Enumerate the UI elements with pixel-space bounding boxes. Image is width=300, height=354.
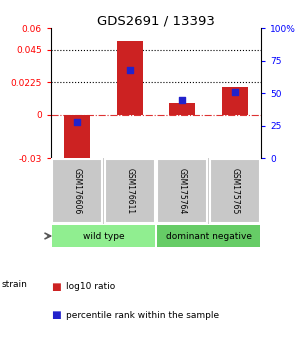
Title: GDS2691 / 13393: GDS2691 / 13393 bbox=[97, 14, 215, 27]
Point bbox=[232, 89, 237, 95]
Text: wild type: wild type bbox=[83, 232, 124, 240]
FancyBboxPatch shape bbox=[105, 159, 155, 223]
Text: GSM175765: GSM175765 bbox=[230, 168, 239, 215]
Text: log10 ratio: log10 ratio bbox=[66, 282, 115, 291]
FancyBboxPatch shape bbox=[157, 159, 208, 223]
Text: dominant negative: dominant negative bbox=[166, 232, 251, 240]
Text: ■: ■ bbox=[51, 282, 61, 292]
FancyBboxPatch shape bbox=[157, 225, 260, 247]
Bar bbox=[117, 41, 143, 115]
Text: GSM175764: GSM175764 bbox=[178, 168, 187, 215]
Point bbox=[128, 67, 132, 73]
Bar bbox=[222, 87, 248, 115]
Text: GSM176611: GSM176611 bbox=[125, 168, 134, 214]
Text: percentile rank within the sample: percentile rank within the sample bbox=[66, 310, 219, 320]
Text: GSM176606: GSM176606 bbox=[73, 168, 82, 215]
FancyBboxPatch shape bbox=[52, 225, 155, 247]
Text: strain: strain bbox=[2, 280, 27, 290]
FancyBboxPatch shape bbox=[210, 159, 260, 223]
Point bbox=[180, 97, 185, 103]
Bar bbox=[64, 115, 90, 162]
Point bbox=[75, 119, 80, 125]
Bar bbox=[169, 103, 195, 115]
Text: ■: ■ bbox=[51, 310, 61, 320]
FancyBboxPatch shape bbox=[52, 159, 103, 223]
